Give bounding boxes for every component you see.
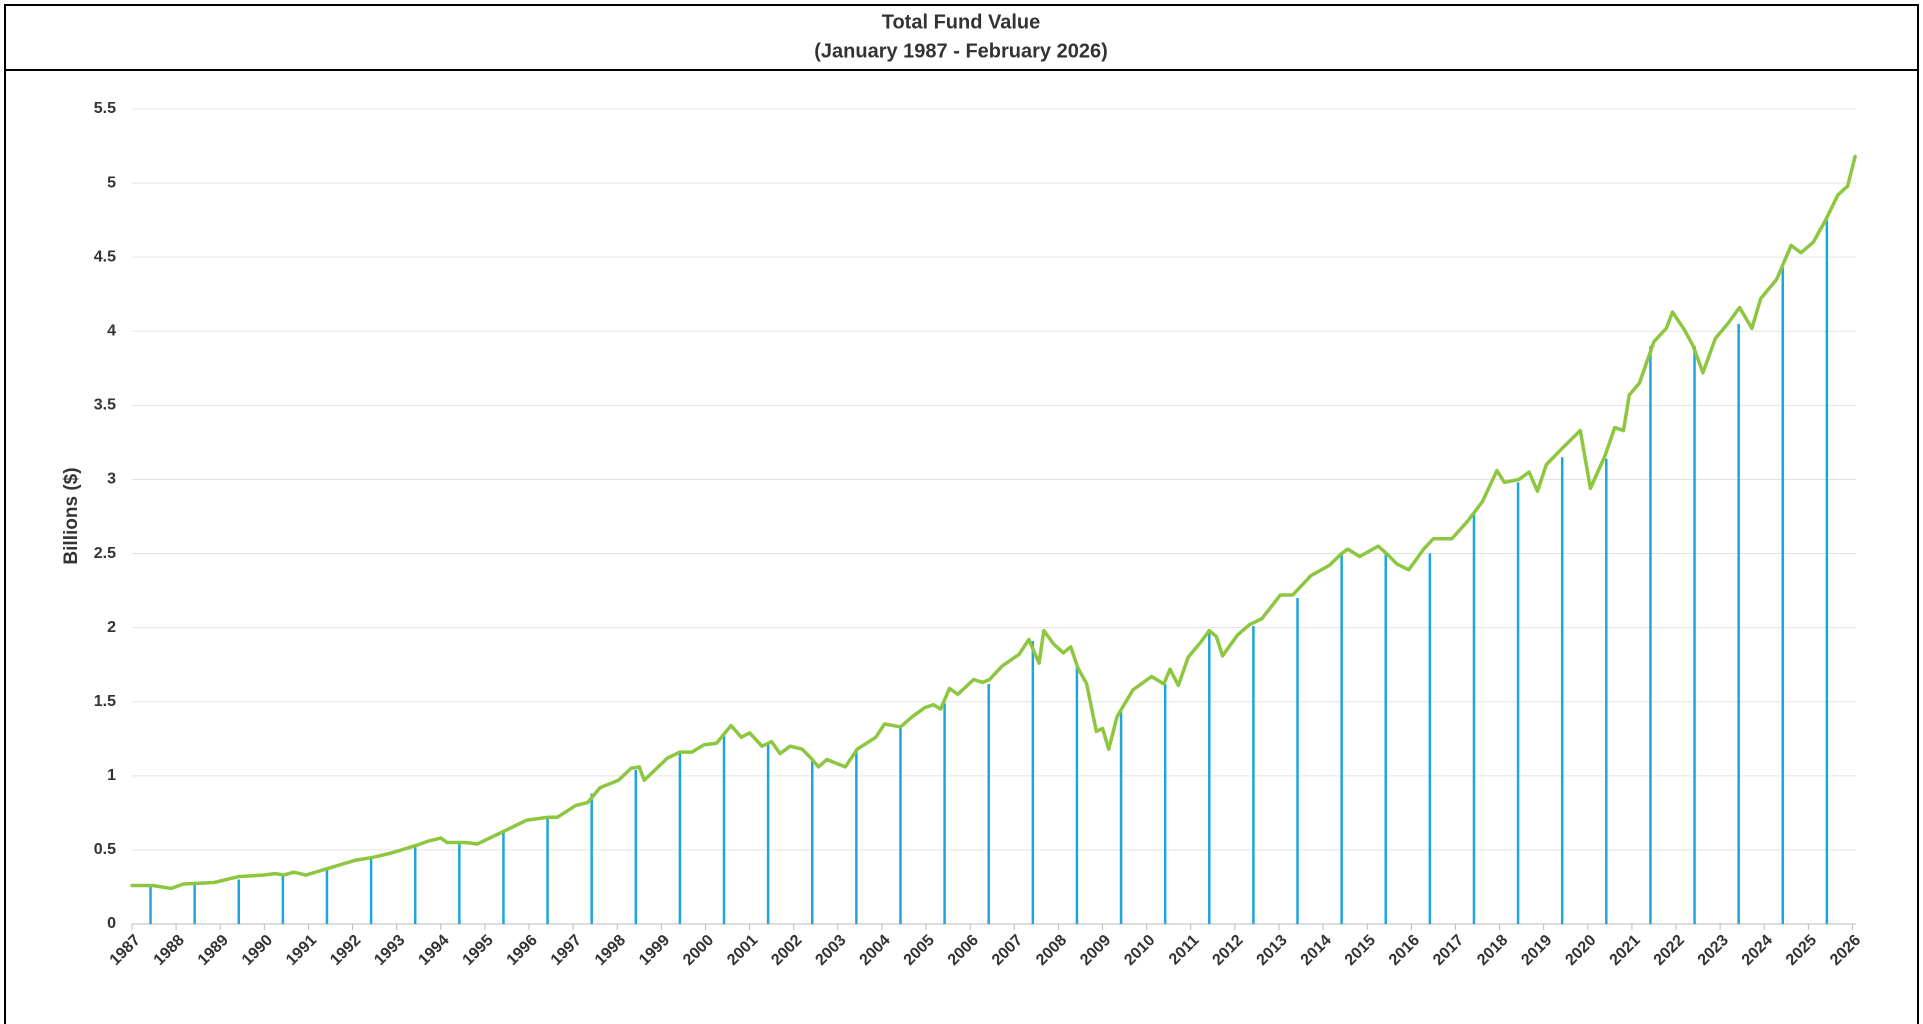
chart-subtitle: (January 1987 - February 2026) — [814, 40, 1108, 62]
y-tick-label: 2.5 — [94, 545, 116, 562]
y-tick-label: 1.5 — [94, 693, 116, 710]
y-axis-label: Billions ($) — [61, 467, 82, 564]
line — [130, 154, 1857, 891]
y-tick-label: 0.5 — [94, 841, 116, 858]
y-tick-label: 5.5 — [94, 100, 116, 117]
y-tick-label: 2 — [107, 619, 116, 636]
y-tick-label: 0 — [107, 915, 116, 932]
y-tick-label: 1 — [107, 767, 116, 784]
grid — [131, 108, 1856, 930]
chart-title: Total Fund Value — [882, 11, 1041, 33]
y-tick-label: 4.5 — [94, 248, 116, 265]
y-tick-label: 3.5 — [94, 397, 116, 414]
plot-area — [130, 154, 1857, 924]
y-tick-label: 4 — [107, 322, 116, 339]
y-tick-label: 3 — [107, 471, 116, 488]
frame — [4, 4, 1919, 1024]
y-tick-label: 5 — [107, 174, 116, 191]
